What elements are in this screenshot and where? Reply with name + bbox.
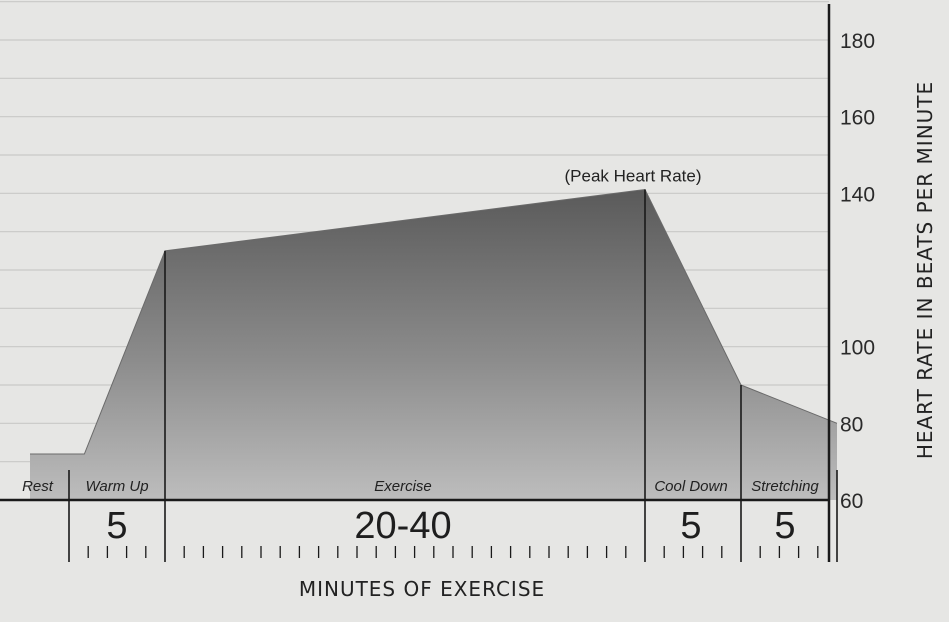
x-axis-title: MINUTES OF EXERCISE <box>299 577 545 601</box>
phase-label: Exercise <box>374 478 432 495</box>
heart-rate-area <box>30 189 837 500</box>
phase-label: Cool Down <box>654 478 727 495</box>
peak-heart-rate-annotation: (Peak Heart Rate) <box>565 167 702 186</box>
y-tick-label: 180 <box>840 30 875 53</box>
phase-duration: 5 <box>774 505 795 547</box>
phase-label: Rest <box>22 478 54 495</box>
y-tick-label: 140 <box>840 183 875 206</box>
phase-label: Warm Up <box>85 478 148 495</box>
area-layer <box>30 188 838 500</box>
labels-layer: 60 80 100 140 160 180 Rest Warm Up 5 Exercise 20-4… <box>22 30 875 547</box>
phase-label: Stretching <box>751 478 819 495</box>
y-tick-label: 100 <box>840 337 875 360</box>
phase-duration: 20-40 <box>354 505 451 547</box>
y-tick-label: 80 <box>840 413 863 436</box>
y-tick-label: 160 <box>840 107 875 130</box>
lines-layer <box>0 4 838 562</box>
y-tick-label: 60 <box>840 490 863 513</box>
phase-duration: 5 <box>680 505 701 547</box>
y-axis-title: HEART RATE IN BEATS PER MINUTE <box>913 81 937 459</box>
phase-duration: 5 <box>106 505 127 547</box>
